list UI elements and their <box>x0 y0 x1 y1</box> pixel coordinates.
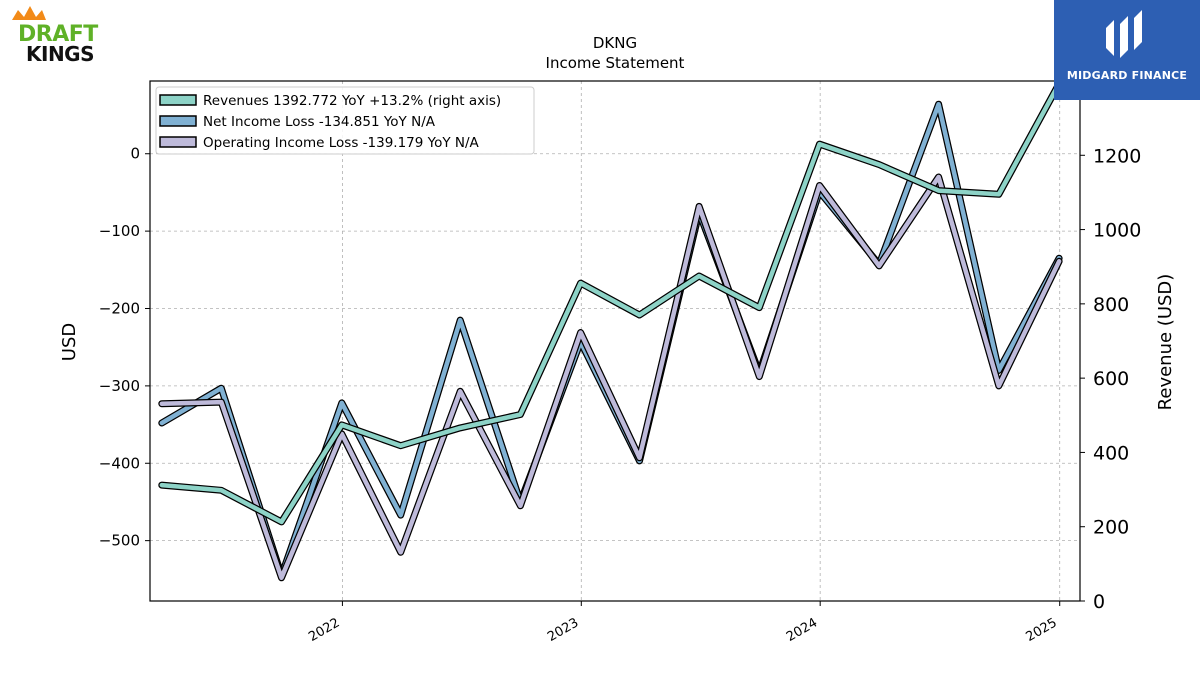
legend-label: Revenues 1392.772 YoY +13.2% (right axis… <box>203 93 501 109</box>
data-point-revenues <box>341 424 343 426</box>
midgard-emblem-icon <box>1106 10 1142 58</box>
y-right-tick-label: 200 <box>1093 517 1129 539</box>
x-tick-label: 2022 <box>306 615 342 645</box>
data-point-revenues <box>400 445 402 447</box>
data-point-revenues <box>758 307 760 309</box>
data-point-operating-income-loss <box>400 551 402 553</box>
x-tick-label: 2023 <box>545 615 581 645</box>
data-point-revenues <box>878 164 880 166</box>
draftkings-logo: DRAFT KINGS <box>4 4 120 66</box>
y-left-tick-label: −300 <box>99 377 140 395</box>
legend-label: Net Income Loss -134.851 YoY N/A <box>203 114 436 130</box>
legend-swatch <box>159 115 197 127</box>
data-point-revenues <box>638 314 641 316</box>
data-point-revenues <box>698 275 700 277</box>
y-axis-label-left: USD <box>59 323 80 361</box>
data-point-net-income-loss <box>938 103 940 105</box>
series-outline-operating-income-loss <box>158 173 1063 582</box>
data-point-net-income-loss <box>998 369 1000 371</box>
crown-icon <box>12 6 46 20</box>
data-point-revenues <box>998 193 1000 195</box>
data-point-operating-income-loss <box>341 433 343 435</box>
legend: Revenues 1392.772 YoY +13.2% (right axis… <box>155 86 535 155</box>
data-point-operating-income-loss <box>1058 260 1060 262</box>
data-point-operating-income-loss <box>220 401 222 403</box>
draftkings-logo-text-1: DRAFT <box>18 22 98 47</box>
data-point-revenues <box>220 489 222 491</box>
data-point-net-income-loss <box>161 422 163 424</box>
legend-label: Operating Income Loss -139.179 YoY N/A <box>203 135 480 151</box>
data-point-revenues <box>580 282 582 284</box>
legend-swatch <box>159 94 197 106</box>
midgard-finance-logo-text: MIDGARD FINANCE <box>1066 69 1188 82</box>
data-point-net-income-loss <box>220 387 222 389</box>
data-point-revenues <box>161 484 163 486</box>
y-axis-label-right: Revenue (USD) <box>1155 274 1176 411</box>
data-point-revenues <box>938 190 940 192</box>
data-point-revenues <box>818 143 821 145</box>
y-right-tick-label: 400 <box>1093 442 1129 464</box>
grid-lines <box>150 81 1080 601</box>
data-point-operating-income-loss <box>998 385 1000 387</box>
legend-swatch <box>159 136 197 148</box>
data-point-operating-income-loss <box>459 390 461 392</box>
data-point-revenues <box>280 521 283 523</box>
series-outline-net-income-loss <box>158 100 1063 579</box>
data-point-operating-income-loss <box>580 331 582 334</box>
data-point-operating-income-loss <box>519 505 522 507</box>
data-point-net-income-loss <box>459 319 461 321</box>
data-point-operating-income-loss <box>698 205 700 207</box>
data-point-net-income-loss <box>341 402 343 404</box>
y-right-tick-label: 0 <box>1093 591 1105 613</box>
y-right-tick-label: 600 <box>1093 368 1129 390</box>
data-point-operating-income-loss <box>280 577 283 579</box>
data-point-operating-income-loss <box>638 457 641 459</box>
axis-ticks: 0 −100 −200 −300 −400 −500 0 200 400 600 800 1000 12… <box>99 71 1142 645</box>
x-tick-label: 2024 <box>784 615 820 645</box>
data-point-revenues <box>519 413 522 416</box>
x-tick-label: 2025 <box>1024 615 1060 645</box>
y-right-tick-label: 1200 <box>1093 145 1141 167</box>
chart-title: DKNG <box>593 34 637 52</box>
data-point-operating-income-loss <box>818 184 821 187</box>
data-point-operating-income-loss <box>878 265 880 267</box>
y-right-tick-label: 1000 <box>1093 220 1141 242</box>
data-point-net-income-loss <box>400 514 402 516</box>
series-line-operating-income-loss <box>159 174 1062 581</box>
series-layer <box>158 80 1063 582</box>
plot-frame <box>149 80 1081 602</box>
y-left-tick-label: 0 <box>130 145 140 163</box>
y-left-tick-label: −400 <box>99 454 140 472</box>
y-left-tick-label: −100 <box>99 222 140 240</box>
data-point-operating-income-loss <box>758 376 760 378</box>
data-point-operating-income-loss <box>938 176 940 178</box>
y-left-tick-label: −500 <box>99 532 140 550</box>
chart-subtitle: Income Statement <box>546 54 685 72</box>
draftkings-logo-text-2: KINGS <box>26 42 95 66</box>
series-line-net-income-loss <box>159 101 1062 578</box>
midgard-finance-logo: MIDGARD FINANCE <box>1054 0 1200 100</box>
y-right-tick-label: 800 <box>1093 294 1129 316</box>
series-line-revenues <box>159 81 1062 525</box>
y-left-tick-label: −200 <box>99 300 140 318</box>
data-point-operating-income-loss <box>161 403 163 405</box>
legend-box <box>155 86 535 155</box>
data-point-revenues <box>459 427 461 429</box>
